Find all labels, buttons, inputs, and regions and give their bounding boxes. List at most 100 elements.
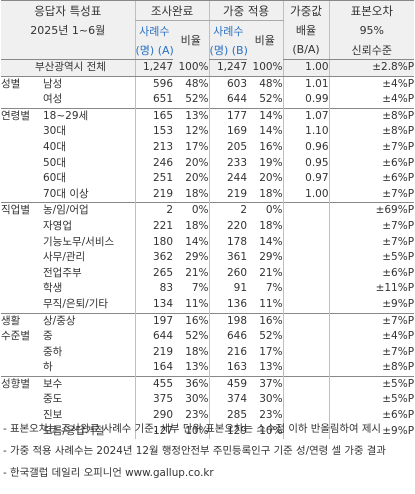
cell-cases-a: 644: [134, 329, 174, 345]
cell-weight-factor: [282, 408, 330, 424]
group-label-line: 직업별: [1, 204, 30, 217]
footnote-margin: - 표본오차는 조사완료 사례수 기준. 세부 단위 표본오차는 소수점 이하 …: [3, 423, 381, 435]
cell-cases-b: 285: [208, 408, 248, 424]
group-label: 성별: [1, 76, 43, 108]
group-label: 직업별: [1, 202, 43, 313]
cell-ratio-b: 52%: [259, 93, 283, 106]
cell-ratio-b: 52%: [259, 330, 283, 343]
cell-margin: ±8%P: [328, 360, 415, 377]
header-cases-a-line2: (명) (A): [134, 40, 174, 60]
table-row: 50대 246 20% 233 19% 0.95 ±6%P: [1, 155, 415, 172]
cell-cases-a: 197: [134, 312, 174, 330]
cell-cases-a: 651: [134, 92, 174, 109]
cell-ratio-b: 17%: [259, 345, 283, 358]
row-label: 남성: [43, 77, 63, 90]
cell-ratio-a: 52%: [185, 93, 209, 106]
cell-margin: ±7%P: [328, 139, 415, 156]
cell-margin: ±7%P: [328, 344, 415, 361]
table-body: 부산광역시 전체 1,247 100% 1,247 100% 1.00 ±2.8…: [1, 59, 415, 440]
table-row: 하 164 13% 163 13% ±8%P: [1, 360, 415, 377]
table-row: 중 644 52% 646 52% ±4%P: [1, 329, 415, 345]
row-label: 모름/응답거절: [43, 424, 105, 437]
cell-margin: ±4%P: [328, 329, 415, 345]
cell-ratio-a: 12%: [185, 125, 209, 138]
cell-ratio-a: 13%: [173, 107, 210, 125]
cell-margin: ±6%P: [328, 155, 415, 172]
row-label: 농/임/어업: [43, 202, 136, 219]
total-ratio-a: 100%: [173, 59, 210, 77]
cell-ratio-a: 16%: [173, 312, 210, 330]
group-label-line: 생활: [1, 314, 21, 327]
row-label: 사무/관리: [43, 251, 86, 264]
header-survey-complete: 조사완료: [134, 0, 210, 21]
header-weighted: 가중 적용: [208, 0, 284, 21]
row-label: 전업주부: [43, 266, 82, 279]
cell-cases-a: 134: [134, 296, 174, 313]
cell-margin: ±7%P: [328, 186, 415, 203]
footnote-weighting: - 가중 적용 사례수는 2024년 12월 행정안전부 주민등록인구 기준 성…: [3, 445, 386, 457]
table-row: 여성 651 52% 644 52% 0.99 ±4%P: [1, 92, 415, 109]
cell-cases-a: 290: [134, 408, 174, 424]
cell-ratio-a: 14%: [185, 235, 209, 248]
row-label: 기능노무/서비스: [43, 235, 115, 248]
cell-ratio-a: 18%: [185, 219, 209, 232]
cell-ratio-b: 10%: [259, 424, 283, 437]
cell-weight-factor: 1.00: [282, 186, 330, 203]
cell-cases-b: 644: [208, 92, 248, 109]
cell-cases-b: 163: [208, 360, 248, 377]
table-row: 성별 남성 596 48% 603 48% 1.01 ±4%P: [1, 76, 415, 93]
cell-cases-a: 127: [134, 423, 174, 440]
cell-ratio-a: 13%: [185, 361, 209, 374]
cell-cases-a: 362: [134, 250, 174, 266]
respondent-characteristics-table: 응답자 특성표 조사완료 가중 적용 가중값 표본오차 2025년 1~6월 사…: [1, 0, 415, 440]
cell-margin: ±5%P: [328, 375, 415, 393]
cell-cases-b: 459: [208, 375, 248, 393]
table-row: 학생 83 7% 91 7% ±11%P: [1, 281, 415, 297]
cell-ratio-a: 20%: [185, 172, 209, 185]
header-margin-line3: 신뢰수준: [328, 40, 415, 60]
cell-ratio-b: 29%: [259, 251, 283, 264]
header-spacer: [1, 40, 136, 60]
total-weight-factor: 1.00: [282, 59, 330, 77]
group-label: 성향별: [1, 375, 43, 440]
cell-weight-factor: [282, 360, 330, 377]
cell-margin: ±8%P: [328, 107, 415, 125]
cell-margin: ±4%P: [328, 92, 415, 109]
group-label-line: 수준별: [1, 330, 30, 343]
cell-weight-factor: [282, 392, 330, 409]
header-weight-factor-line3: (B/A): [282, 40, 330, 60]
cell-ratio-b: 14%: [247, 107, 284, 125]
cell-ratio-a: 48%: [185, 77, 209, 90]
row-label: 하: [43, 361, 53, 374]
cell-ratio-a: 17%: [185, 140, 209, 153]
cell-cases-b: 361: [208, 250, 248, 266]
row-label: 진보: [43, 409, 63, 422]
cell-margin: ±7%P: [328, 234, 415, 251]
table-row: 중하 219 18% 216 17% ±7%P: [1, 344, 415, 361]
cell-ratio-b: 30%: [259, 393, 283, 406]
cell-ratio-b: 18%: [259, 219, 283, 232]
cell-cases-b: 136: [208, 296, 248, 313]
cell-ratio-a: 0%: [173, 202, 210, 219]
cell-ratio-b: 16%: [247, 312, 284, 330]
table-header: 응답자 특성표 조사완료 가중 적용 가중값 표본오차 2025년 1~6월 사…: [1, 0, 415, 60]
footnotes: - 표본오차는 조사완료 사례수 기준. 세부 단위 표본오차는 소수점 이하 …: [3, 418, 413, 484]
cell-ratio-a: 7%: [191, 282, 209, 295]
cell-cases-b: 216: [208, 344, 248, 361]
cell-cases-a: 246: [134, 155, 174, 172]
cell-margin: ±6%P: [328, 265, 415, 282]
cell-cases-b: 198: [208, 312, 248, 330]
cell-ratio-a: 36%: [173, 375, 210, 393]
cell-weight-factor: 1.07: [282, 107, 330, 125]
table-row: 직업별 농/임/어업 2 0% 2 0% ±69%P: [1, 202, 415, 313]
cell-cases-b: 233: [208, 155, 248, 172]
header-period: 2025년 1~6월: [1, 20, 136, 40]
cell-cases-b: 220: [208, 218, 248, 235]
header-cases-b-line1: 사례수: [208, 20, 248, 40]
cell-weight-factor: [282, 423, 330, 440]
cell-ratio-b: 0%: [247, 202, 284, 219]
cell-margin: ±11%P: [328, 281, 415, 297]
cell-ratio-b: 7%: [265, 282, 283, 295]
